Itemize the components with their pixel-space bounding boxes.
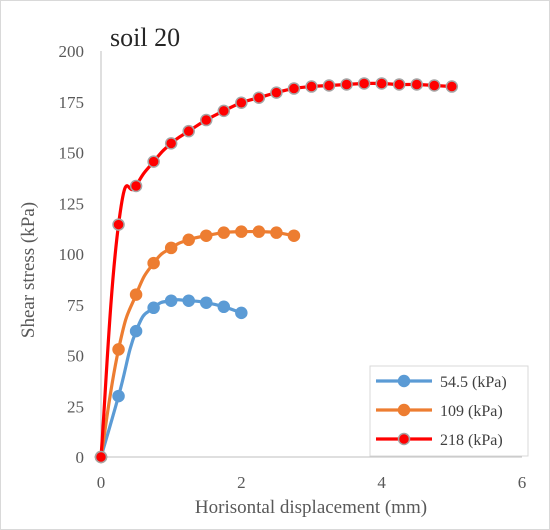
data-point bbox=[129, 288, 143, 301]
data-point bbox=[392, 78, 406, 91]
data-point bbox=[200, 229, 213, 242]
legend-label: 218 (kPa) bbox=[440, 432, 503, 449]
data-point bbox=[217, 226, 231, 239]
data-point bbox=[147, 256, 160, 270]
y-tick-label: 125 bbox=[59, 194, 85, 213]
y-tick-label: 50 bbox=[67, 347, 84, 366]
x-tick-label: 0 bbox=[97, 473, 106, 492]
y-tick-label: 25 bbox=[67, 397, 84, 416]
data-point bbox=[235, 225, 248, 238]
y-axis-title: Shear stress (kPa) bbox=[18, 202, 39, 338]
data-point bbox=[112, 343, 125, 356]
legend-item: 54.5 (kPa) bbox=[376, 374, 507, 391]
legend-label: 109 (kPa) bbox=[440, 403, 503, 420]
x-tick-label: 6 bbox=[518, 473, 527, 492]
data-point bbox=[112, 389, 125, 403]
y-tick-label: 100 bbox=[59, 245, 85, 264]
data-point bbox=[270, 86, 283, 99]
legend: 54.5 (kPa) 109 (kPa) 218 (kPa) bbox=[369, 365, 529, 457]
data-point bbox=[164, 137, 178, 150]
x-tick-labels: 0 2 4 6 bbox=[97, 473, 527, 492]
data-point bbox=[357, 77, 371, 90]
data-point bbox=[375, 77, 388, 90]
data-point bbox=[217, 300, 231, 314]
axes bbox=[100, 51, 522, 458]
data-point bbox=[200, 113, 213, 127]
series-3 bbox=[94, 77, 459, 464]
data-point bbox=[340, 78, 353, 91]
data-point bbox=[287, 82, 301, 95]
data-point bbox=[287, 229, 301, 242]
data-point bbox=[445, 80, 459, 93]
data-point bbox=[217, 104, 231, 118]
data-point bbox=[235, 96, 248, 110]
data-point bbox=[129, 324, 143, 338]
y-tick-labels: 0 25 50 75 100 125 150 175 200 bbox=[59, 42, 85, 467]
legend-item: 218 (kPa) bbox=[376, 432, 503, 449]
data-point bbox=[182, 233, 195, 247]
legend-label: 54.5 (kPa) bbox=[440, 374, 507, 391]
series-2 bbox=[94, 225, 301, 464]
data-point bbox=[270, 226, 283, 239]
data-point bbox=[252, 91, 266, 104]
series-1 bbox=[94, 294, 248, 464]
data-point bbox=[147, 155, 160, 168]
series-layer bbox=[94, 77, 459, 464]
y-tick-label: 75 bbox=[67, 296, 84, 315]
y-tick-label: 200 bbox=[59, 42, 85, 61]
data-point bbox=[147, 301, 160, 315]
legend-swatch-marker bbox=[397, 403, 411, 417]
data-point bbox=[200, 296, 213, 309]
data-point bbox=[164, 241, 178, 255]
data-point bbox=[322, 79, 336, 92]
chart-title: soil 20 bbox=[110, 23, 180, 52]
data-point bbox=[235, 306, 248, 320]
data-point bbox=[112, 218, 125, 231]
x-tick-label: 2 bbox=[237, 473, 246, 492]
data-point bbox=[182, 124, 195, 138]
y-tick-label: 175 bbox=[59, 93, 85, 112]
data-point bbox=[428, 79, 441, 92]
data-point bbox=[94, 450, 108, 464]
series-line bbox=[99, 298, 242, 458]
data-point bbox=[182, 294, 195, 307]
x-axis-title: Horisontal displacement (mm) bbox=[195, 497, 427, 518]
legend-swatch-marker bbox=[397, 432, 411, 446]
series-line bbox=[99, 81, 452, 458]
y-tick-label: 0 bbox=[76, 448, 85, 467]
legend-swatch-marker bbox=[397, 374, 411, 388]
data-point bbox=[305, 80, 318, 93]
y-tick-label: 150 bbox=[59, 144, 85, 163]
legend-item: 109 (kPa) bbox=[376, 403, 503, 420]
x-tick-label: 4 bbox=[377, 473, 386, 492]
data-point bbox=[410, 78, 423, 91]
data-point bbox=[129, 179, 143, 193]
data-point bbox=[164, 294, 178, 307]
data-point bbox=[252, 225, 266, 238]
